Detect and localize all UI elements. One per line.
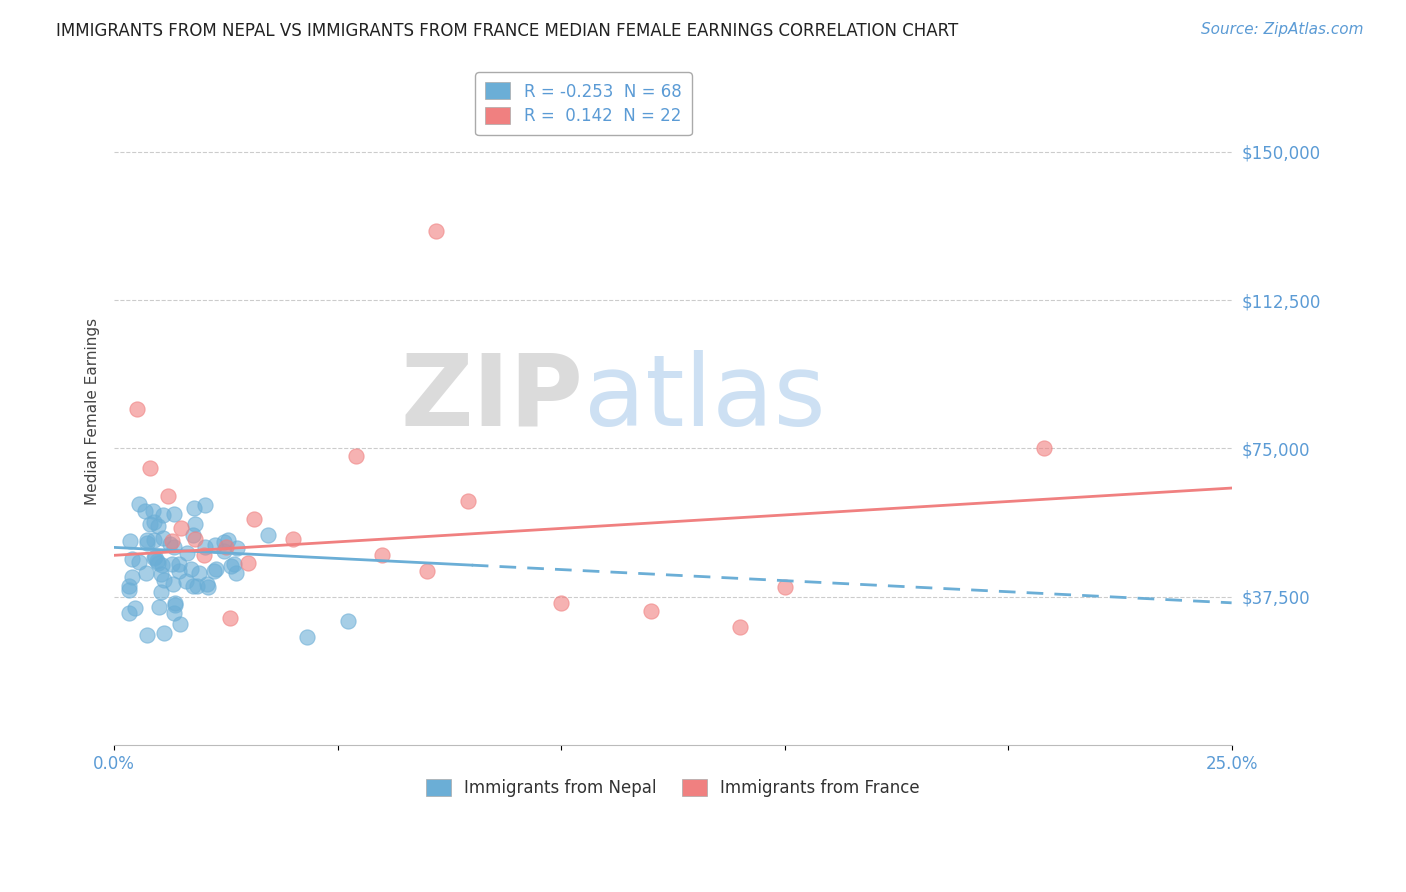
Text: ZIP: ZIP: [401, 350, 583, 447]
Point: [226, 541, 249, 555]
Point: [194, 498, 217, 512]
Point: [243, 512, 266, 526]
Point: [193, 549, 215, 563]
Point: [121, 552, 143, 566]
Point: [180, 562, 202, 576]
Point: [197, 580, 219, 594]
Point: [146, 557, 169, 571]
Point: [139, 461, 162, 475]
Point: [150, 566, 173, 581]
Point: [221, 558, 243, 573]
Point: [142, 504, 165, 518]
Point: [1032, 442, 1054, 456]
Point: [159, 537, 181, 551]
Point: [135, 533, 157, 547]
Y-axis label: Median Female Earnings: Median Female Earnings: [86, 318, 100, 505]
Point: [205, 562, 228, 576]
Point: [222, 558, 245, 572]
Point: [146, 554, 169, 568]
Point: [371, 549, 394, 563]
Point: [118, 579, 141, 593]
Legend: Immigrants from Nepal, Immigrants from France: Immigrants from Nepal, Immigrants from F…: [419, 772, 927, 804]
Point: [143, 550, 166, 565]
Point: [153, 625, 176, 640]
Point: [160, 534, 183, 549]
Point: [165, 598, 187, 612]
Point: [225, 566, 247, 581]
Point: [181, 579, 204, 593]
Point: [184, 516, 207, 531]
Point: [215, 541, 238, 555]
Point: [186, 579, 208, 593]
Point: [135, 628, 157, 642]
Point: [150, 558, 173, 572]
Point: [212, 535, 235, 549]
Point: [256, 527, 278, 541]
Point: [118, 606, 141, 620]
Point: [117, 582, 139, 597]
Point: [152, 508, 174, 522]
Point: [202, 564, 225, 578]
Point: [125, 401, 148, 416]
Point: [135, 535, 157, 549]
Point: [128, 497, 150, 511]
Point: [142, 515, 165, 529]
Point: [204, 538, 226, 552]
Point: [218, 611, 240, 625]
Point: [142, 533, 165, 548]
Point: [118, 534, 141, 549]
Point: [174, 574, 197, 588]
Text: atlas: atlas: [583, 350, 825, 447]
Point: [640, 604, 662, 618]
Point: [176, 546, 198, 560]
Point: [773, 580, 796, 594]
Point: [281, 533, 304, 547]
Point: [163, 607, 186, 621]
Point: [217, 533, 239, 547]
Point: [162, 557, 184, 571]
Point: [167, 557, 190, 571]
Point: [162, 577, 184, 591]
Point: [295, 631, 318, 645]
Point: [170, 521, 193, 535]
Point: [193, 540, 215, 554]
Point: [169, 617, 191, 632]
Point: [187, 566, 209, 581]
Point: [163, 540, 186, 554]
Point: [163, 507, 186, 521]
Point: [169, 564, 191, 578]
Text: Source: ZipAtlas.com: Source: ZipAtlas.com: [1201, 22, 1364, 37]
Point: [152, 532, 174, 546]
Point: [416, 564, 439, 578]
Point: [139, 517, 162, 532]
Point: [134, 504, 156, 518]
Point: [156, 489, 179, 503]
Point: [152, 573, 174, 587]
Point: [550, 596, 572, 610]
Text: IMMIGRANTS FROM NEPAL VS IMMIGRANTS FROM FRANCE MEDIAN FEMALE EARNINGS CORRELATI: IMMIGRANTS FROM NEPAL VS IMMIGRANTS FROM…: [56, 22, 959, 40]
Point: [181, 528, 204, 542]
Point: [214, 544, 236, 558]
Point: [150, 584, 173, 599]
Point: [128, 555, 150, 569]
Point: [135, 566, 157, 580]
Point: [457, 493, 479, 508]
Point: [148, 599, 170, 614]
Point: [425, 224, 447, 238]
Point: [143, 551, 166, 566]
Point: [183, 501, 205, 516]
Point: [124, 601, 146, 615]
Point: [146, 519, 169, 533]
Point: [165, 596, 187, 610]
Point: [238, 556, 260, 570]
Point: [195, 576, 218, 591]
Point: [183, 533, 205, 547]
Point: [728, 619, 751, 633]
Point: [121, 570, 143, 584]
Point: [336, 614, 359, 628]
Point: [344, 449, 367, 463]
